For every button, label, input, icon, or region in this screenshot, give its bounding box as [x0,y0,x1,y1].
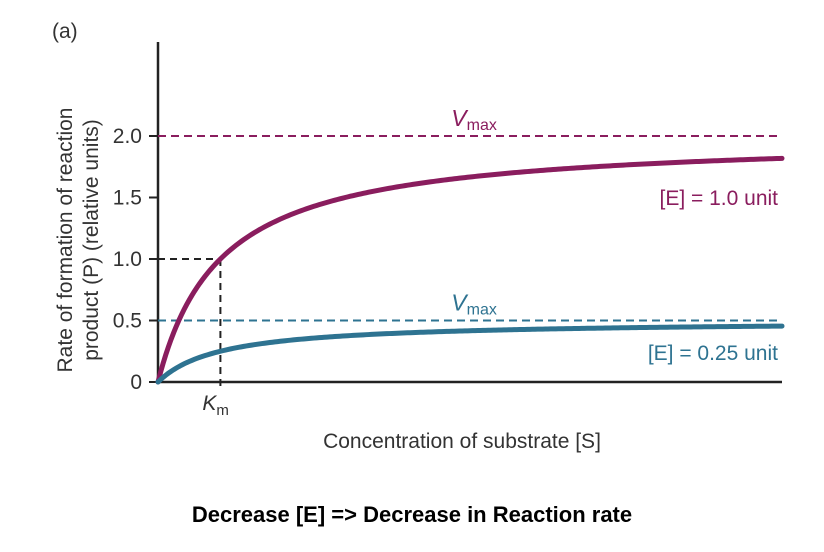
vmax-label: Vmax [451,290,497,319]
vmax-label: Vmax [451,105,497,134]
y-tick-label: 1.5 [113,187,142,210]
km-label-main: K [202,392,217,415]
caption: Decrease [E] => Decrease in Reaction rat… [191,502,633,527]
y-tick-label: 2.0 [113,125,142,148]
series-labels: [E] = 1.0 unit [E] = 0.25 unit [648,187,778,365]
y-axis-label: Rate of formation of reaction product (P… [54,108,103,373]
series-line [155,155,785,385]
vmax-label-sub: max [467,302,497,319]
y-axis-label-line-1: Rate of formation of reaction [54,108,77,373]
series-label: [E] = 0.25 unit [648,342,778,365]
km-label-sub: m [216,402,229,419]
series-curves [155,155,785,385]
vmax-label-main: V [451,105,469,131]
axes [156,42,782,384]
panel-label: (a) [52,20,78,43]
y-axis-label-line-2: product (P) (relative units) [80,119,103,361]
km-guides [158,258,222,390]
km-label: Km [202,392,229,419]
series-line [155,323,785,385]
y-tick-label: 0 [130,371,142,394]
y-tick-label: 1.0 [113,248,142,271]
series-label: [E] = 1.0 unit [660,187,779,210]
vmax-label-main: V [451,290,469,316]
x-axis-label: Concentration of substrate [S] [323,430,601,453]
y-tick-label: 0.5 [113,310,142,333]
y-ticks: 0 0.5 1.0 1.5 2.0 [113,125,158,394]
vmax-label-sub: max [467,117,497,134]
